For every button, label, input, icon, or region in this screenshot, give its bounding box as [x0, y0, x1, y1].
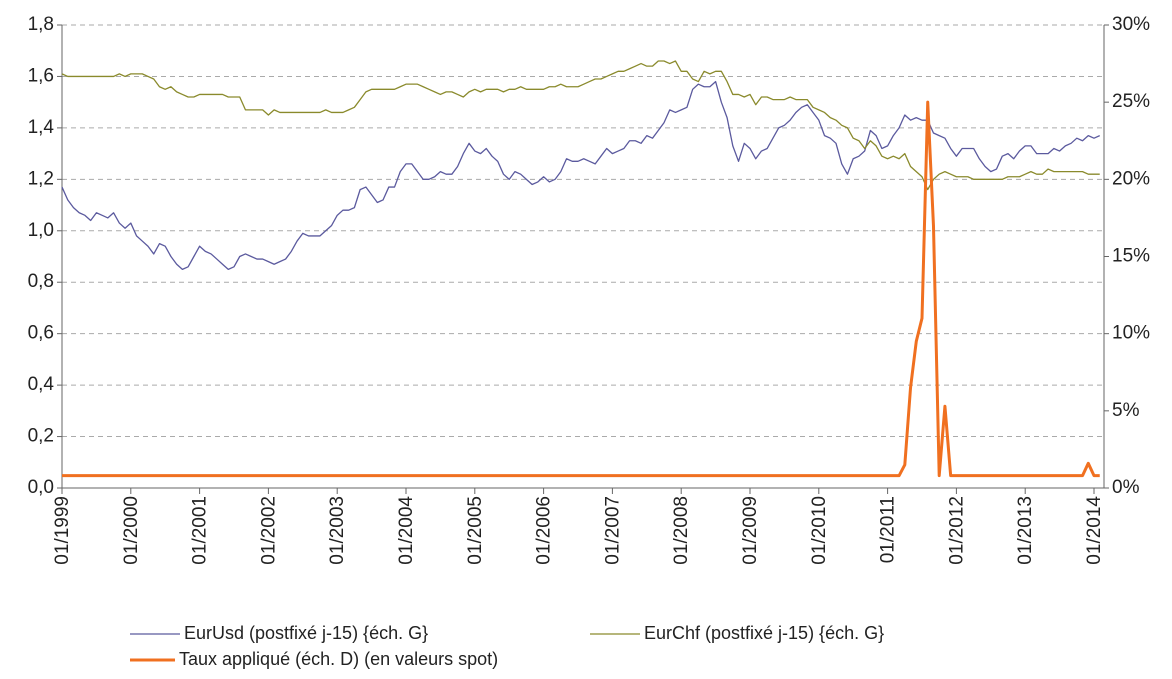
x-tick-label: 01/2011: [878, 496, 899, 563]
x-tick-label: 01/2013: [1015, 496, 1036, 565]
x-tick-group: 01/1999: [52, 496, 73, 565]
x-tick-label: 01/1999: [52, 496, 73, 565]
x-tick-label: 01/2002: [258, 496, 279, 565]
x-tick-label: 01/2014: [1084, 496, 1105, 565]
y2-tick-label: 5%: [1112, 400, 1140, 421]
x-tick-label: 01/2000: [121, 496, 142, 565]
y-tick-label: 1,6: [28, 65, 54, 86]
y-tick-label: 1,2: [28, 168, 54, 189]
x-tick-label: 01/2006: [534, 496, 555, 565]
y2-tick-label: 0%: [1112, 477, 1140, 498]
y-tick-label: 0,8: [28, 271, 54, 292]
x-tick-group: 01/2012: [946, 496, 967, 565]
x-tick-group: 01/2008: [671, 496, 692, 565]
x-tick-group: 01/2006: [534, 496, 555, 565]
x-tick-label: 01/2012: [946, 496, 967, 565]
y2-tick-label: 10%: [1112, 323, 1150, 344]
x-tick-group: 01/2007: [602, 496, 623, 565]
legend-label: EurUsd (postfixé j-15) {éch. G}: [184, 623, 428, 643]
x-tick-label: 01/2005: [465, 496, 486, 565]
x-tick-group: 01/2002: [258, 496, 279, 565]
x-tick-label: 01/2003: [327, 496, 348, 565]
x-tick-label: 01/2009: [740, 496, 761, 565]
y2-tick-label: 20%: [1112, 168, 1150, 189]
x-tick-group: 01/2003: [327, 496, 348, 565]
x-tick-group: 01/2004: [396, 496, 417, 565]
x-tick-group: 01/2014: [1084, 496, 1105, 565]
y-tick-label: 0,2: [28, 426, 54, 447]
x-tick-label: 01/2001: [190, 496, 211, 565]
series-line: [61, 60, 1100, 191]
x-tick-label: 01/2010: [809, 496, 830, 565]
x-tick-label: 01/2004: [396, 496, 417, 565]
y-tick-label: 0,6: [28, 323, 54, 344]
y2-tick-label: 25%: [1112, 91, 1150, 112]
y-tick-label: 1,0: [28, 220, 54, 241]
x-tick-group: 01/2005: [465, 496, 486, 565]
series-line: [62, 100, 1100, 478]
x-tick-group: 01/2000: [121, 496, 142, 565]
y-tick-label: 0,4: [28, 374, 55, 395]
y-tick-label: 1,8: [28, 14, 54, 35]
legend-label: Taux appliqué (éch. D) (en valeurs spot): [179, 649, 498, 669]
x-tick-group: 01/2013: [1015, 496, 1036, 565]
x-tick-label: 01/2007: [602, 496, 623, 565]
y2-tick-label: 30%: [1112, 14, 1150, 35]
x-tick-group: 01/2009: [740, 496, 761, 565]
legend-label: EurChf (postfixé j-15) {éch. G}: [644, 623, 884, 643]
x-tick-group: 01/2010: [809, 496, 830, 565]
x-tick-label: 01/2008: [671, 496, 692, 565]
y-tick-label: 0,0: [28, 477, 54, 498]
y-tick-label: 1,4: [28, 117, 55, 138]
y2-tick-label: 15%: [1112, 246, 1150, 267]
x-tick-group: 01/2011: [878, 496, 899, 563]
x-tick-group: 01/2001: [190, 496, 211, 565]
series-line: [61, 80, 1100, 271]
